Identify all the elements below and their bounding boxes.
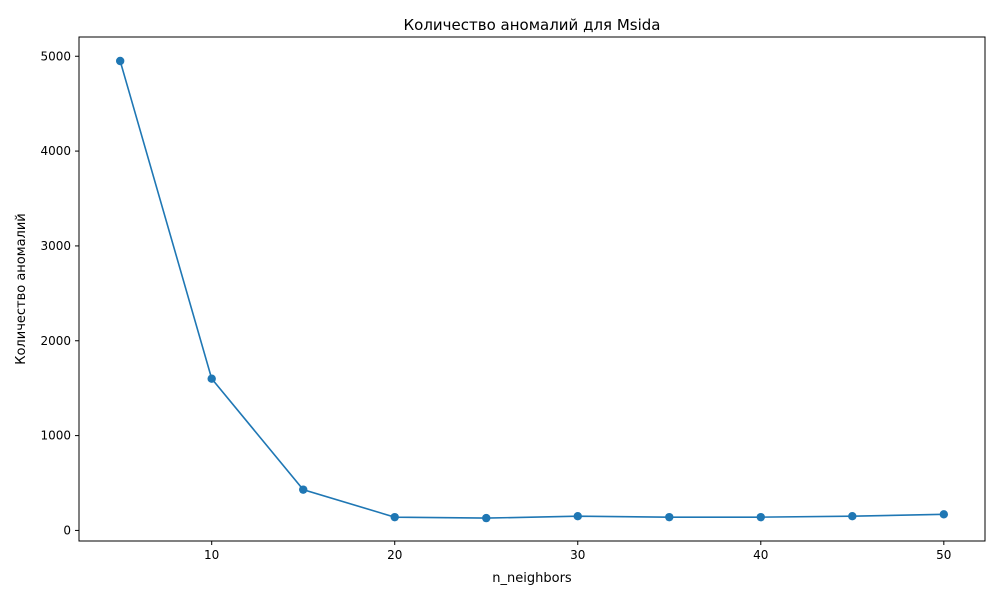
x-tick-label: 20	[387, 548, 402, 562]
y-tick-label: 5000	[40, 49, 71, 63]
y-tick-label: 1000	[40, 429, 71, 443]
y-tick-label: 4000	[40, 144, 71, 158]
x-tick-label: 30	[570, 548, 585, 562]
data-point	[207, 374, 216, 383]
chart-title: Количество аномалий для Msida	[404, 16, 661, 34]
data-point	[115, 56, 125, 66]
y-axis: 0 1000 2000 3000 4000 5000	[40, 49, 79, 537]
plot-area: 10 20 30 40 50 0 1000 2000 3000 4000 5000	[40, 36, 986, 562]
data-point	[482, 513, 491, 523]
y-tick-label: 2000	[40, 334, 71, 348]
series-line	[119, 60, 944, 519]
y-tick-label: 3000	[40, 239, 71, 253]
data-point	[390, 512, 399, 522]
data-point	[848, 512, 857, 521]
data-point	[573, 512, 582, 521]
x-tick-label: 10	[204, 548, 219, 562]
data-point	[665, 512, 674, 522]
series-layer	[115, 56, 949, 523]
x-tick-label: 50	[936, 548, 951, 562]
data-point	[299, 485, 308, 494]
y-axis-label: Количество аномалий	[14, 213, 29, 365]
data-point	[756, 512, 765, 522]
y-tick-label: 0	[63, 523, 71, 537]
axes-frame	[78, 36, 986, 542]
data-point	[939, 510, 949, 519]
x-axis: 10 20 30 40 50	[204, 541, 951, 562]
x-axis-label: n_neighbors	[492, 571, 572, 586]
x-tick-label: 40	[753, 548, 768, 562]
